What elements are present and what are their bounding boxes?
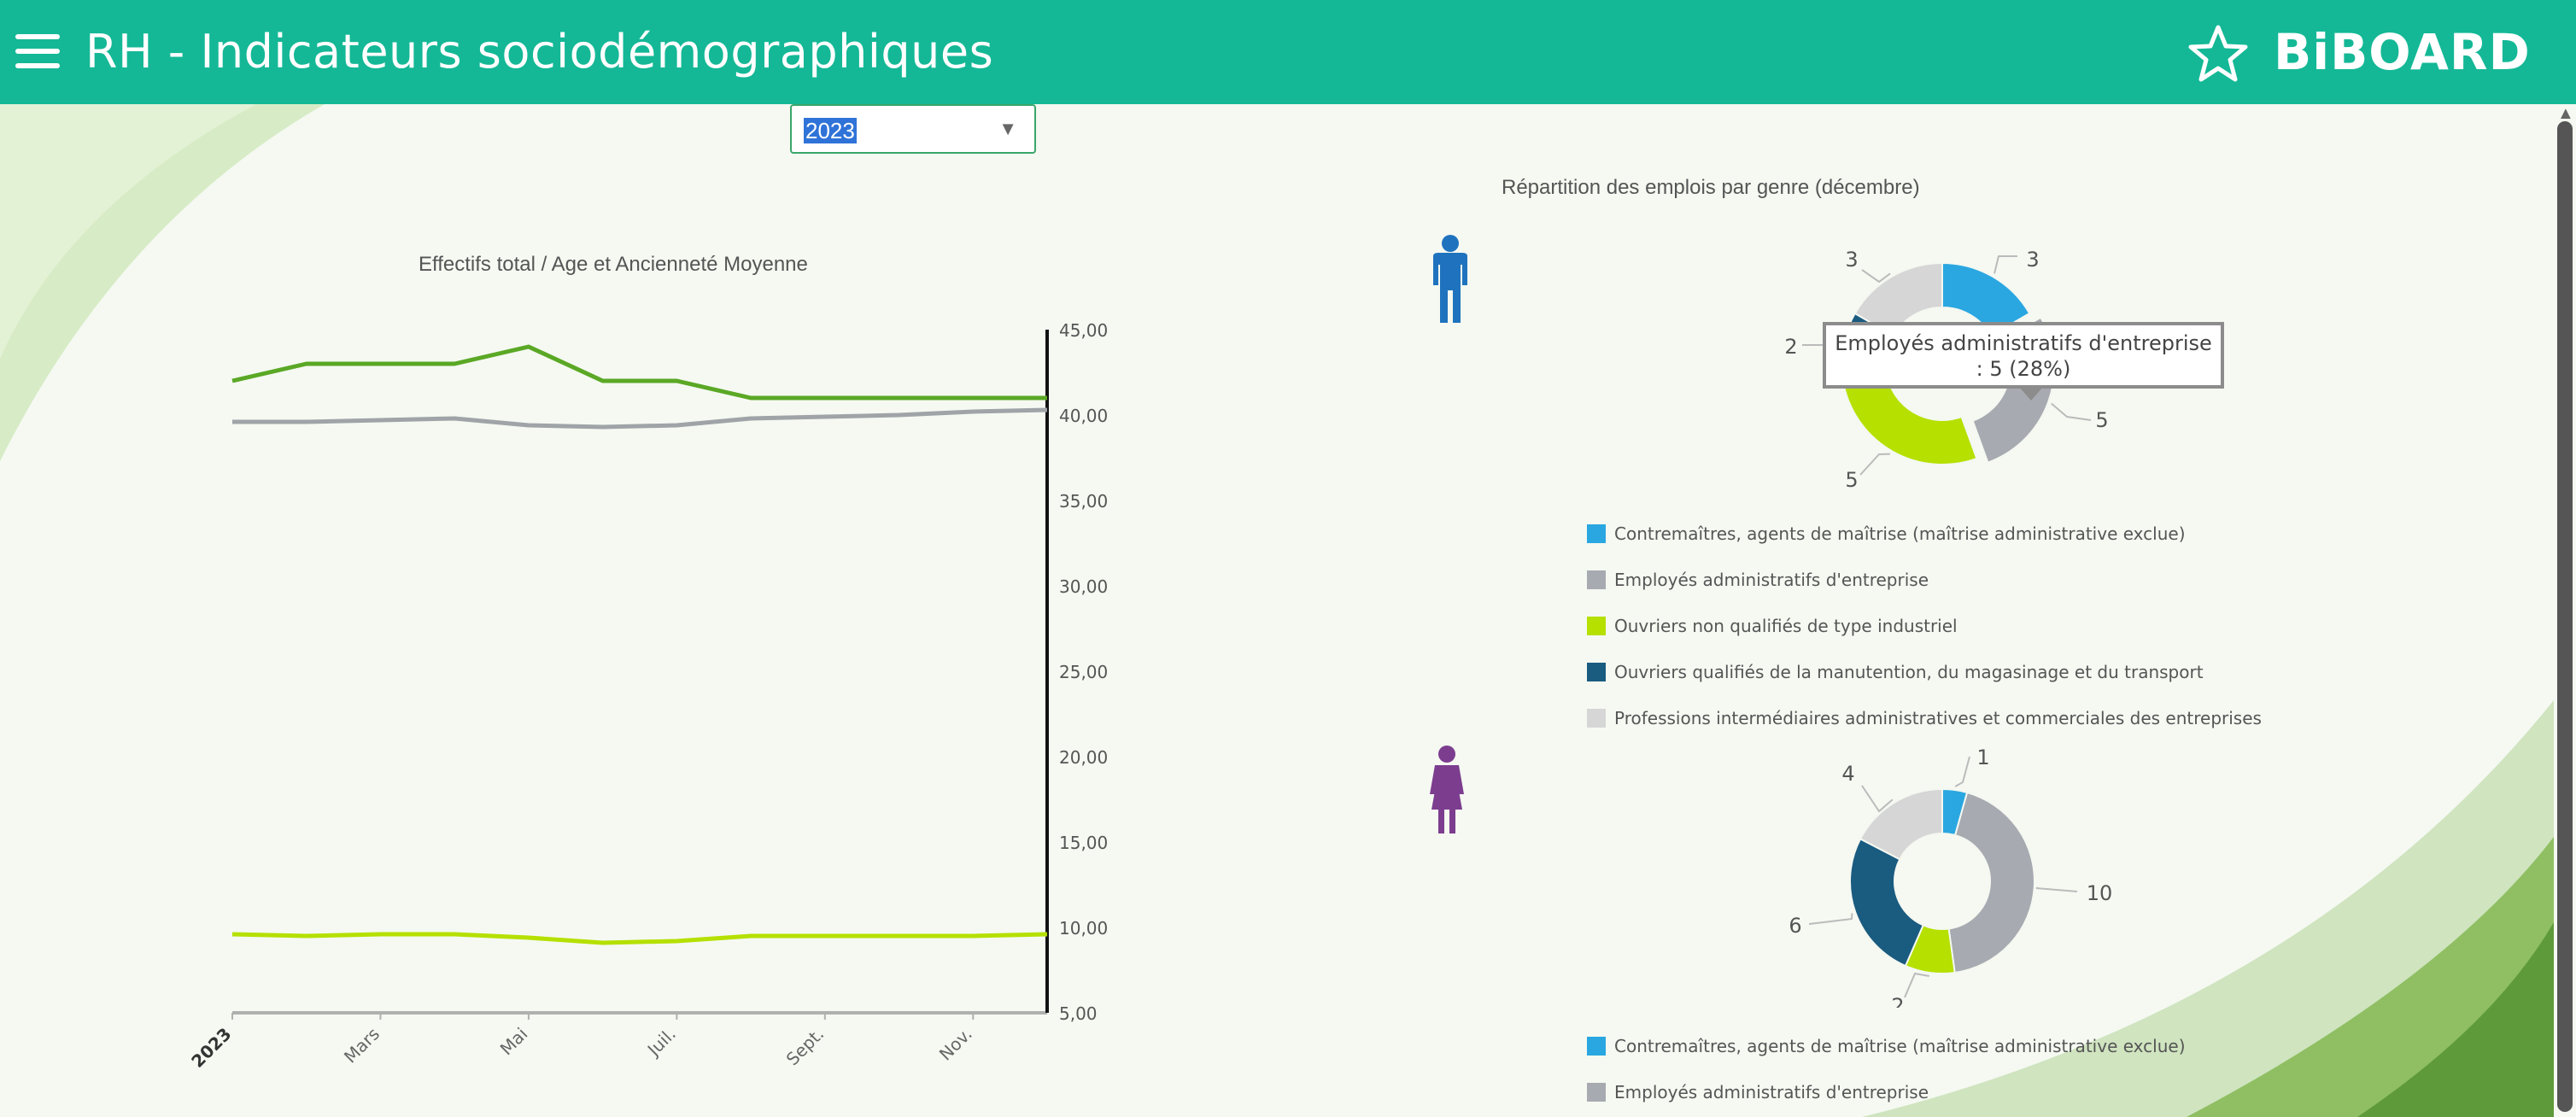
y-tick-label: 15,00 bbox=[1059, 833, 1108, 853]
donut-male-slice bbox=[1941, 261, 2031, 337]
donut-female-label-connector bbox=[1904, 972, 1929, 998]
scroll-up-arrow-icon[interactable]: ▲ bbox=[2557, 104, 2574, 123]
biboard-logo: BiBOARD bbox=[2274, 23, 2531, 81]
legend-swatch bbox=[1587, 1083, 1606, 1102]
legend-female-item[interactable]: Employés administratifs d'entreprise bbox=[1587, 1069, 2186, 1115]
x-tick-label: Juil. bbox=[642, 1024, 680, 1061]
legend-male: Contremaîtres, agents de maîtrise (maîtr… bbox=[1587, 511, 2262, 741]
legend-swatch bbox=[1587, 1037, 1606, 1056]
legend-label: Contremaîtres, agents de maîtrise (maîtr… bbox=[1614, 1036, 2186, 1056]
donut-female-label-connector bbox=[1954, 756, 1970, 787]
line-chart: 45,00 40,00 35,00 30,00 25,00 20,00 15,00 10,00… bbox=[187, 320, 1108, 1067]
legend-swatch bbox=[1587, 570, 1606, 589]
y-tick-label: 35,00 bbox=[1059, 491, 1108, 512]
legend-swatch bbox=[1587, 617, 1606, 635]
vertical-scrollbar[interactable]: ▲ bbox=[2554, 104, 2576, 1117]
pie-section-title: Répartition des emplois par genre (décem… bbox=[1502, 176, 1920, 199]
donut-male-data-label: 3 bbox=[2026, 248, 2039, 272]
donut-female-label-connector bbox=[1861, 785, 1894, 813]
legend-male-item[interactable]: Ouvriers qualifiés de la manutention, du… bbox=[1587, 649, 2262, 695]
legend-male-item[interactable]: Employés administratifs d'entreprise bbox=[1587, 557, 2262, 603]
legend-swatch bbox=[1587, 663, 1606, 681]
y-tick-label: 30,00 bbox=[1059, 576, 1108, 597]
legend-female-item[interactable]: Contremaîtres, agents de maîtrise (maîtr… bbox=[1587, 1023, 2186, 1069]
tooltip-category: Employés administratifs d'entreprise bbox=[1835, 331, 2212, 355]
year-dropdown[interactable]: 2023 ▼ bbox=[790, 104, 1036, 154]
year-dropdown-value: 2023 bbox=[804, 118, 857, 143]
page-title: RH - Indicateurs sociodémographiques bbox=[85, 25, 994, 79]
legend-swatch bbox=[1587, 524, 1606, 543]
legend-label: Employés administratifs d'entreprise bbox=[1614, 1082, 1929, 1102]
x-tick-label: Mai bbox=[496, 1024, 532, 1060]
donut-male-label-connector bbox=[1993, 255, 2017, 274]
donut-chart-female: 1 10 2 6 4 bbox=[1789, 746, 2113, 1008]
donut-male-label-connector bbox=[1861, 269, 1891, 284]
tooltip-value: : 5 (28%) bbox=[1976, 357, 2071, 381]
y-tick-label: 25,00 bbox=[1059, 662, 1108, 682]
legend-swatch bbox=[1587, 709, 1606, 728]
donut-male-data-label: 5 bbox=[1845, 468, 1858, 492]
donut-female-label-connector bbox=[1808, 913, 1853, 925]
legend-male-item[interactable]: Professions intermédiaires administrativ… bbox=[1587, 695, 2262, 741]
scrollbar-thumb[interactable] bbox=[2557, 121, 2573, 1112]
legend-label: Ouvriers qualifiés de la manutention, du… bbox=[1614, 662, 2204, 682]
donut-chart-male: 3 5 5 2 3 bbox=[1784, 248, 2108, 492]
app-header: RH - Indicateurs sociodémographiques BiB… bbox=[0, 0, 2576, 104]
male-person-icon bbox=[1433, 235, 1467, 323]
chart-tooltip: Employés administratifs d'entreprise : 5… bbox=[1823, 322, 2224, 401]
line-series-seniority bbox=[232, 407, 1048, 430]
donut-female-label-connector bbox=[2035, 886, 2078, 892]
legend-male-item[interactable]: Contremaîtres, agents de maîtrise (maîtr… bbox=[1587, 511, 2262, 557]
y-tick-label: 45,00 bbox=[1059, 320, 1108, 341]
donut-female-slice bbox=[1849, 837, 1925, 968]
donut-female-data-label: 4 bbox=[1841, 762, 1854, 786]
x-tick-label: Mars bbox=[340, 1024, 383, 1067]
chevron-down-icon: ▼ bbox=[998, 118, 1017, 139]
y-tick-label: 10,00 bbox=[1059, 918, 1108, 939]
y-tick-label: 40,00 bbox=[1059, 406, 1108, 426]
line-series-age bbox=[231, 344, 1047, 401]
line-chart-title: Effectifs total / Age et Ancienneté Moye… bbox=[419, 253, 808, 276]
y-tick-label: 20,00 bbox=[1059, 747, 1108, 768]
donut-female-data-label: 10 bbox=[2087, 881, 2113, 905]
legend-male-item[interactable]: Ouvriers non qualifiés de type industrie… bbox=[1587, 603, 2262, 649]
donut-female-data-label: 2 bbox=[1891, 994, 1904, 1008]
donut-female-data-label: 1 bbox=[1976, 746, 1989, 769]
legend-female: Contremaîtres, agents de maîtrise (maîtr… bbox=[1587, 1023, 2186, 1115]
donut-male-data-label: 2 bbox=[1784, 335, 1797, 359]
donut-female-slice bbox=[1947, 791, 2035, 974]
donut-female-data-label: 6 bbox=[1789, 914, 1801, 938]
legend-label: Contremaîtres, agents de maîtrise (maîtr… bbox=[1614, 523, 2186, 544]
donut-male-data-label: 3 bbox=[1845, 248, 1858, 272]
hamburger-menu-icon[interactable] bbox=[15, 34, 60, 68]
donut-female-slice bbox=[1859, 787, 1943, 861]
donut-male-data-label: 5 bbox=[2095, 408, 2108, 432]
female-person-icon bbox=[1430, 746, 1464, 833]
donut-male-label-connector bbox=[1859, 453, 1891, 476]
x-tick-label: Sept. bbox=[782, 1024, 828, 1067]
legend-label: Ouvriers non qualifiés de type industrie… bbox=[1614, 616, 1958, 636]
y-tick-label: 5,00 bbox=[1059, 1003, 1098, 1024]
legend-label: Employés administratifs d'entreprise bbox=[1614, 570, 1929, 590]
donut-male-label-connector bbox=[2051, 402, 2092, 421]
legend-label: Professions intermédiaires administrativ… bbox=[1614, 708, 2262, 728]
x-tick-label: 2023 bbox=[187, 1024, 235, 1067]
x-tick-label: Nov. bbox=[935, 1024, 976, 1065]
line-series-headcount bbox=[231, 932, 1048, 945]
tooltip-pointer bbox=[2019, 387, 2043, 401]
star-outline-icon[interactable] bbox=[2188, 24, 2248, 84]
